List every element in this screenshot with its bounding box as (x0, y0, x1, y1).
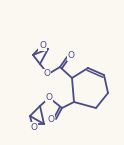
Text: O: O (31, 123, 37, 132)
Text: O: O (47, 116, 55, 125)
Text: O: O (67, 51, 75, 60)
Text: O: O (46, 93, 52, 102)
Text: O: O (39, 41, 46, 50)
Text: O: O (44, 69, 50, 78)
